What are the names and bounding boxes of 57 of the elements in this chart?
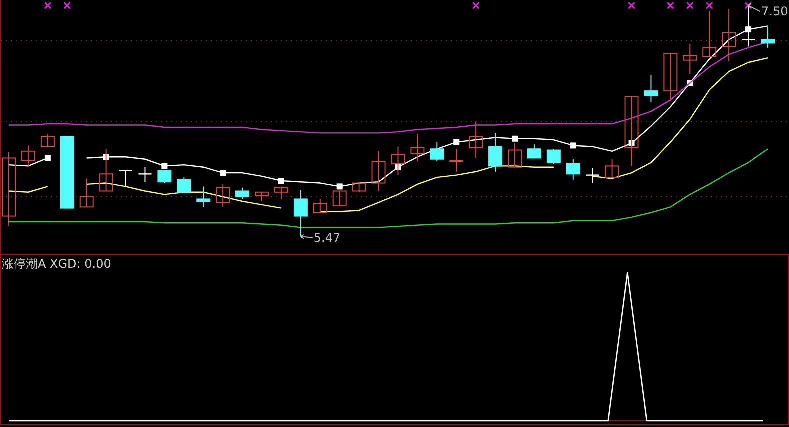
candlestick bbox=[469, 121, 484, 159]
annotation: 5.47 bbox=[314, 230, 341, 245]
candlestick bbox=[624, 96, 639, 167]
point bbox=[666, 2, 674, 10]
point bbox=[744, 2, 752, 10]
candlestick bbox=[664, 53, 678, 102]
candlestick bbox=[236, 187, 250, 200]
candlestick bbox=[352, 182, 366, 193]
candlestick bbox=[450, 148, 464, 172]
candlestick bbox=[313, 198, 328, 214]
point bbox=[628, 2, 636, 10]
candlestick bbox=[722, 8, 736, 62]
point bbox=[454, 139, 460, 146]
candlestick bbox=[410, 134, 425, 162]
candlestick bbox=[255, 192, 269, 202]
candlestick bbox=[644, 74, 658, 103]
chart-title: 涨停潮A XGD: 0.00 bbox=[2, 257, 112, 271]
point bbox=[278, 178, 284, 184]
point bbox=[44, 155, 51, 162]
point bbox=[336, 184, 343, 190]
point bbox=[220, 170, 226, 176]
point bbox=[162, 163, 168, 170]
candlestick bbox=[546, 148, 561, 164]
candlestick bbox=[566, 158, 580, 180]
candlestick bbox=[372, 150, 386, 192]
candlestick bbox=[158, 170, 172, 184]
candlestick bbox=[527, 144, 542, 159]
point bbox=[570, 142, 576, 149]
candlestick bbox=[761, 26, 775, 48]
candlestick bbox=[274, 186, 288, 200]
candlestick bbox=[605, 158, 620, 178]
candlestick bbox=[40, 134, 55, 148]
candlestick bbox=[683, 44, 698, 74]
candlestick bbox=[138, 166, 152, 183]
candlestick bbox=[702, 10, 717, 58]
candlestick bbox=[177, 177, 192, 193]
point bbox=[706, 2, 714, 10]
candlestick bbox=[2, 152, 16, 228]
candlestick bbox=[99, 148, 114, 192]
candlestick bbox=[80, 178, 94, 208]
point bbox=[44, 2, 52, 10]
point bbox=[512, 136, 518, 142]
candlestick bbox=[216, 184, 230, 208]
candlestick bbox=[21, 145, 36, 167]
candlestick bbox=[391, 146, 406, 176]
candlestick bbox=[196, 186, 211, 208]
candlestick bbox=[488, 132, 503, 172]
annotation: 7.50 bbox=[762, 4, 788, 19]
candlestick bbox=[508, 142, 522, 168]
point bbox=[472, 2, 480, 10]
candlestick bbox=[294, 190, 308, 238]
candlestick bbox=[586, 168, 600, 184]
candlestick bbox=[332, 190, 347, 207]
candlestick bbox=[430, 142, 444, 162]
candlestick bbox=[118, 170, 133, 188]
point bbox=[686, 2, 694, 10]
point bbox=[64, 2, 72, 10]
